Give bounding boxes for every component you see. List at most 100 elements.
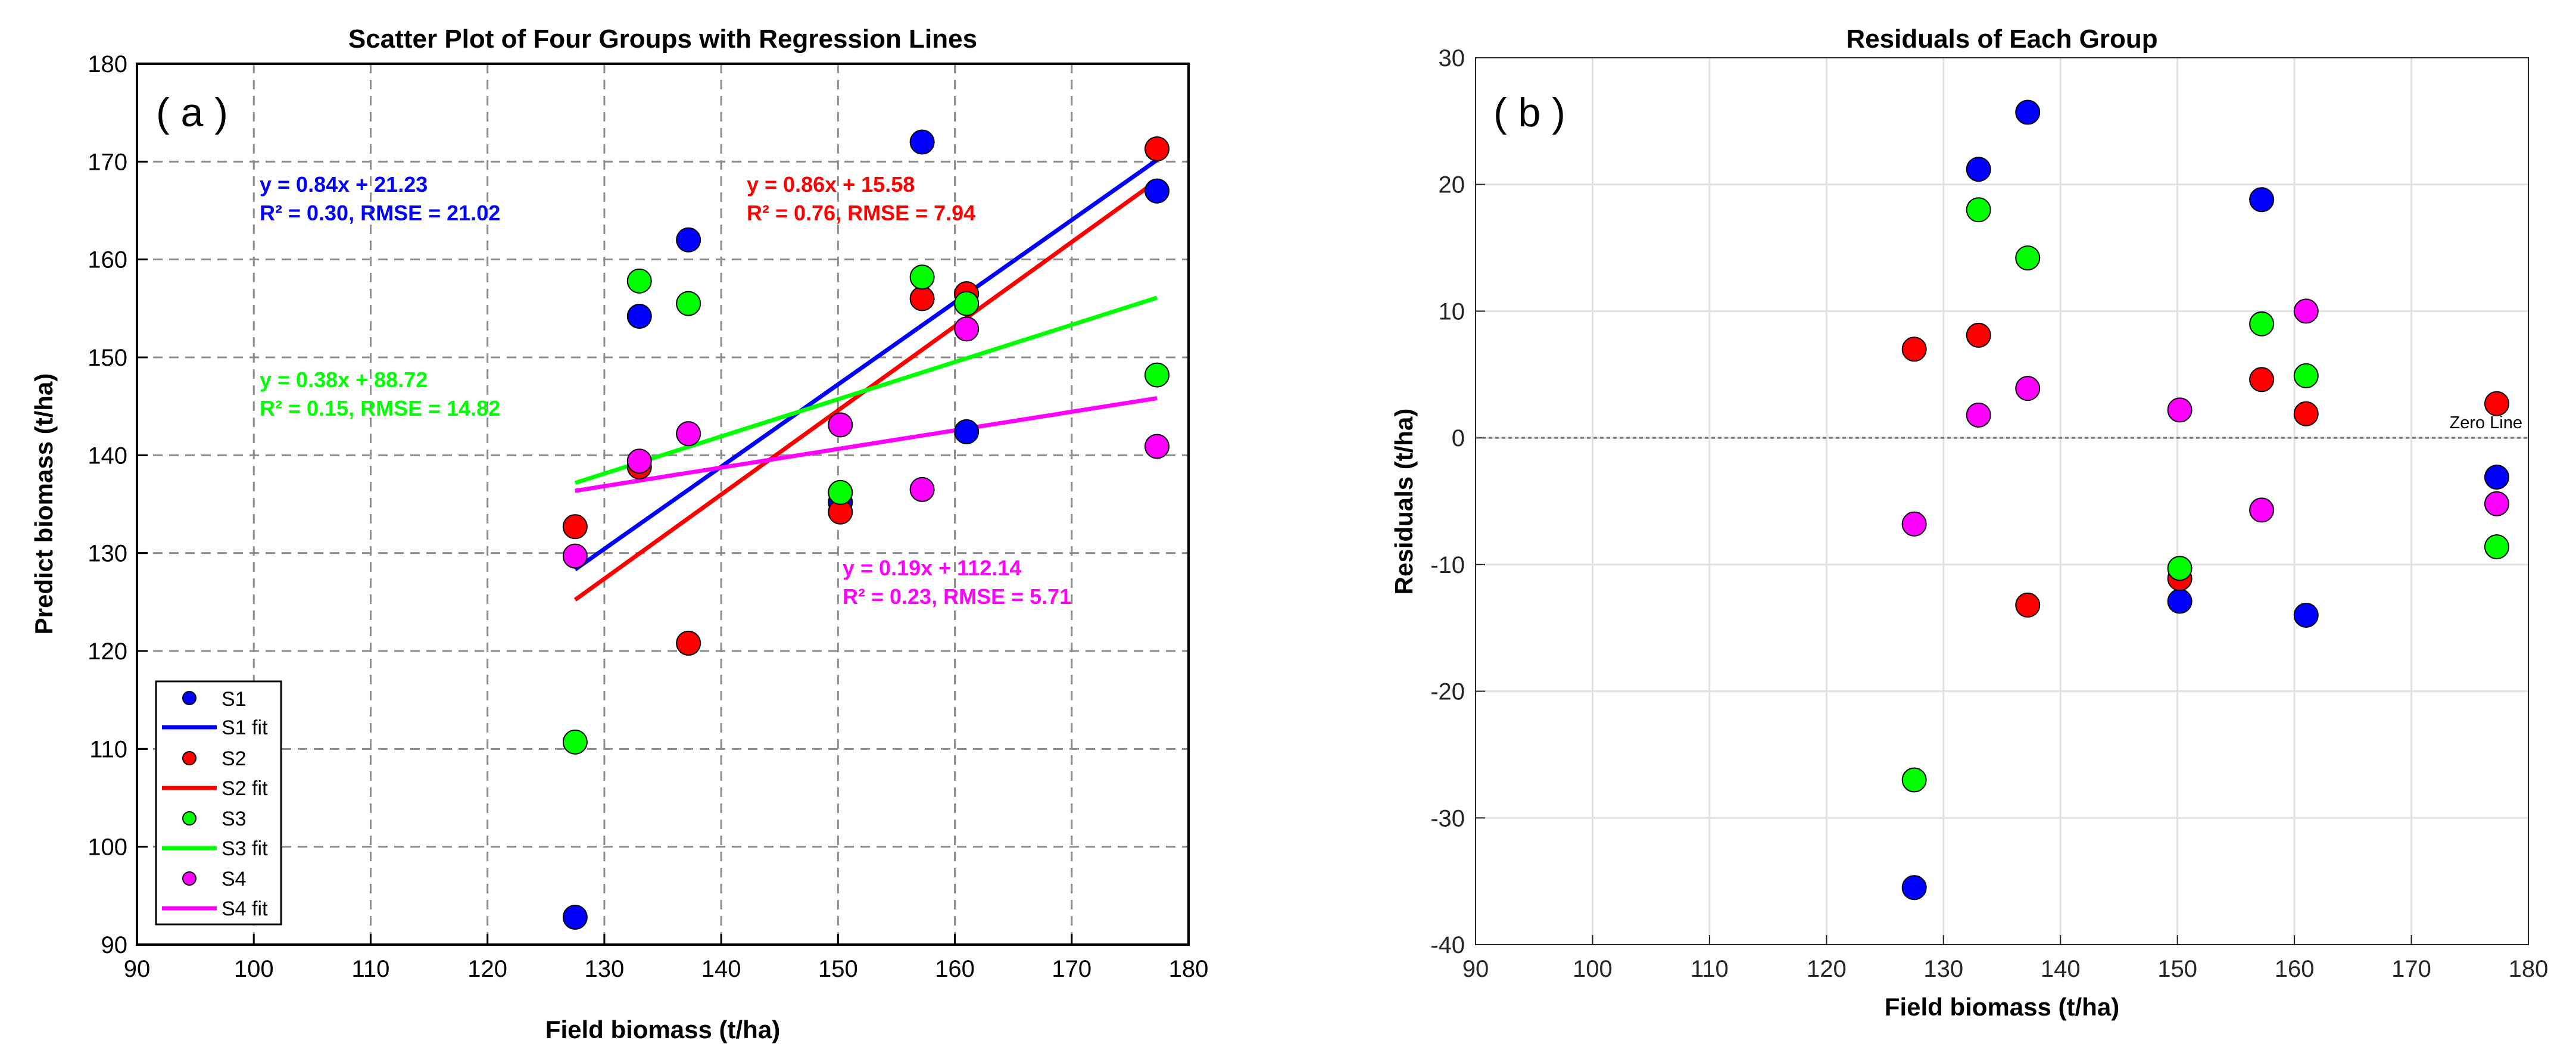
a-xtick-label: 90	[124, 956, 151, 982]
s4-point	[954, 316, 980, 342]
a-ytick-label: 180	[88, 51, 127, 77]
s2-point	[909, 286, 935, 311]
s3-residual-point	[2293, 363, 2319, 388]
s3-stats: R² = 0.15, RMSE = 14.82	[260, 396, 500, 420]
a-xtick-label: 100	[234, 956, 274, 982]
legend-s4-label: S4	[222, 868, 247, 890]
s3-fit-line	[574, 295, 1158, 485]
s4-stats: R² = 0.23, RMSE = 5.71	[843, 584, 1071, 609]
panel-b-frame	[1476, 58, 2528, 945]
panel-b-border	[1475, 57, 2529, 945]
s2-residual-point	[2484, 391, 2509, 416]
b-xtick-label: 150	[2157, 956, 2197, 982]
a-ytick-label: 130	[88, 541, 127, 567]
b-ytick-label: 20	[1439, 172, 1465, 198]
legend-s1-marker	[182, 691, 197, 705]
a-ytick-label: 150	[88, 345, 127, 371]
s2-point	[562, 514, 588, 540]
panel-b: 90 100 110 120 130 140 150 160 170 180-40-30-20-1…	[1390, 24, 2548, 1021]
b-xtick-label: 170	[2391, 956, 2431, 982]
s4-equation: y = 0.19x + 112.14	[843, 556, 1021, 580]
panel-b-label: ( b )	[1493, 90, 1565, 135]
s1-residual-point	[1966, 157, 1991, 182]
panel-a-frame	[137, 64, 1189, 945]
s4-point	[626, 448, 652, 474]
legend-s4-fit-label: S4 fit	[222, 898, 268, 920]
s3-residual-point	[2167, 556, 2193, 581]
legend-s1-fit-label: S1 fit	[222, 717, 268, 739]
s3-point	[909, 264, 935, 290]
b-ytick-label: -20	[1430, 679, 1465, 705]
s2-residual-point	[2015, 592, 2041, 618]
s3-residual-point	[2015, 245, 2041, 271]
a-xtick-label: 150	[818, 956, 858, 982]
s2-stats: R² = 0.76, RMSE = 7.94	[747, 201, 975, 225]
a-ytick-label: 90	[101, 932, 128, 958]
s3-point	[562, 729, 588, 755]
b-xtick-label: 120	[1807, 956, 1847, 982]
s2-point	[676, 630, 701, 656]
panel-a-border	[136, 63, 1190, 946]
legend-s4-marker	[182, 871, 197, 886]
s4-point	[562, 543, 588, 569]
s4-residual-point	[2249, 497, 2275, 523]
a-ytick-label: 100	[88, 834, 127, 861]
b-ytick-label: 0	[1452, 425, 1465, 451]
a-ytick-label: 140	[88, 443, 127, 469]
s1-point	[626, 303, 652, 329]
s1-residual-point	[2015, 99, 2041, 125]
b-ytick-label: -10	[1430, 552, 1465, 578]
s4-point	[676, 421, 701, 447]
s4-residual-point	[1966, 402, 1991, 428]
s1-point	[909, 129, 935, 155]
s3-point	[676, 291, 701, 316]
s4-point	[909, 476, 935, 502]
a-xtick-label: 130	[585, 956, 625, 982]
s1-fit-line	[573, 158, 1159, 571]
s4-residual-point	[2015, 376, 2041, 401]
s3-point	[954, 291, 980, 316]
a-ytick-label: 110	[89, 736, 127, 762]
s3-residual-point	[2249, 311, 2275, 337]
legend-s3-label: S3	[222, 808, 247, 830]
s2-point	[1144, 136, 1170, 161]
b-ytick-label: 30	[1439, 45, 1465, 71]
panel-b-points	[1901, 99, 2509, 901]
s1-point	[1144, 178, 1170, 204]
s4-residual-point	[1901, 511, 1927, 537]
s3-residual-point	[1901, 767, 1927, 793]
panel-a-ylabel: Predict biomass (t/ha)	[30, 373, 58, 635]
panel-a-ticks: 90 100 110 120 130 140 150 160 170 180 90 100 110 120…	[88, 51, 1208, 982]
legend-s2-fit-label: S2 fit	[222, 777, 268, 800]
s4-residual-point	[2167, 397, 2193, 423]
s4-residual-point	[2293, 298, 2319, 324]
s1-point	[562, 904, 588, 930]
panel-a-title: Scatter Plot of Four Groups with Regress…	[348, 24, 977, 54]
s4-fit-line	[575, 396, 1158, 493]
a-xtick-label: 180	[1169, 956, 1209, 982]
b-xtick-label: 160	[2275, 956, 2315, 982]
panel-b-xlabel: Field biomass (t/ha)	[1885, 993, 2119, 1021]
s3-point	[828, 479, 853, 505]
panel-a-xlabel: Field biomass (t/ha)	[545, 1015, 780, 1043]
b-xtick-label: 130	[1923, 956, 1963, 982]
legend-s1-label: S1	[222, 688, 247, 711]
panel-b-ticks: 90 100 110 120 130 140 150 160 170 180-40-30-20-1…	[1430, 45, 2548, 982]
s2-equation: y = 0.86x + 15.58	[747, 172, 915, 197]
s3-point	[626, 268, 652, 294]
panel-b-grid	[1476, 58, 2528, 945]
legend-s3-fit-label: S3 fit	[222, 837, 268, 860]
b-xtick-label: 100	[1573, 956, 1613, 982]
s1-equation: y = 0.84x + 21.23	[260, 172, 428, 197]
legend-s2-label: S2	[222, 747, 247, 770]
legend-s2-marker	[182, 751, 197, 765]
panel-a-points	[562, 129, 1170, 930]
zero-line-label: Zero Line	[2449, 413, 2522, 432]
s2-residual-point	[1966, 322, 1991, 348]
s3-point	[1144, 362, 1170, 388]
s3-equation: y = 0.38x + 88.72	[260, 367, 428, 392]
s1-residual-point	[1901, 875, 1927, 901]
legend-box	[155, 680, 282, 926]
s1-residual-point	[2167, 588, 2193, 614]
b-ytick-label: 10	[1439, 298, 1465, 325]
